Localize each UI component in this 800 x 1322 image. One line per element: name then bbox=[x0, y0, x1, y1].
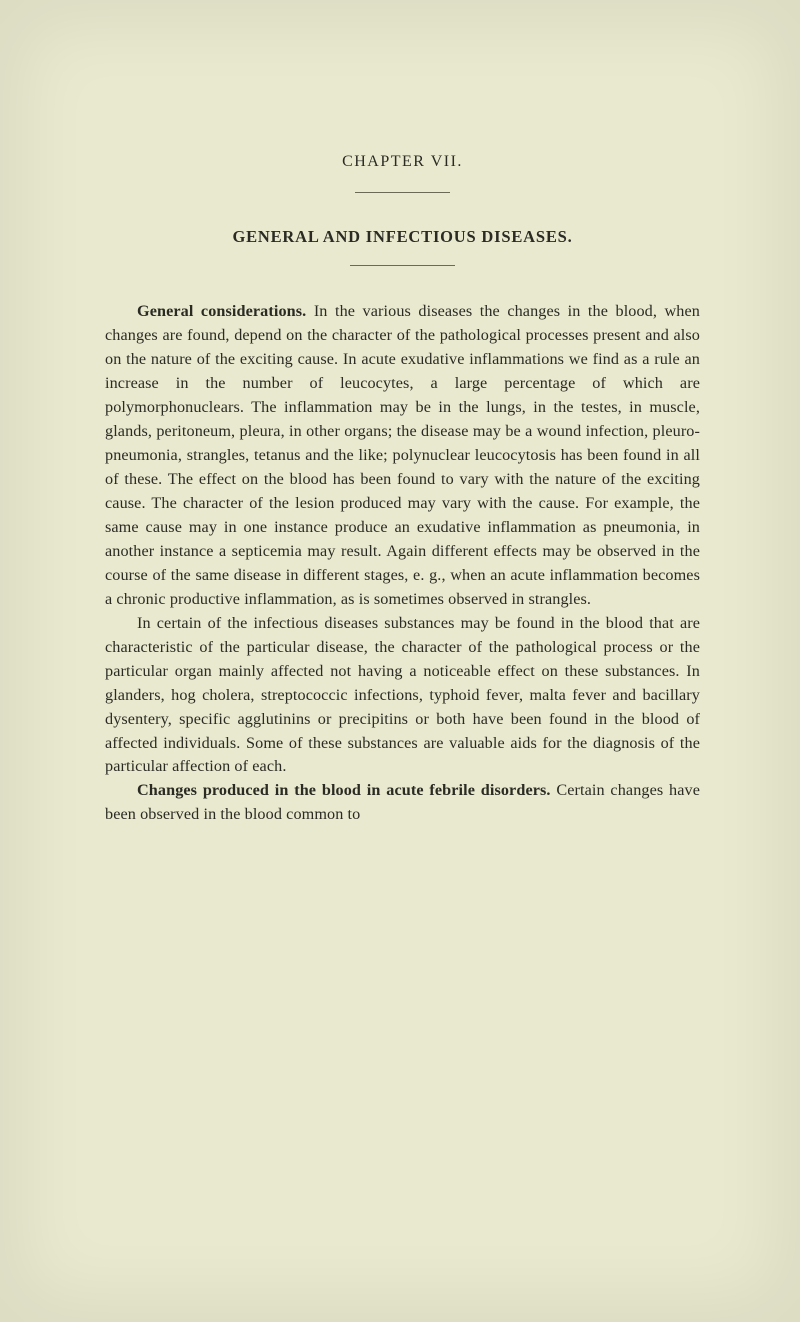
paragraph-3-lead: Changes produced in the blood in acute f… bbox=[137, 781, 551, 799]
paragraph-2-body: In certain of the infectious diseases su… bbox=[105, 614, 700, 776]
paragraph-3: Changes produced in the blood in acute f… bbox=[105, 779, 700, 827]
rule-under-chapter bbox=[355, 192, 450, 193]
paragraph-2: In certain of the infectious diseases su… bbox=[105, 612, 700, 780]
section-title: GENERAL AND INFECTIOUS DISEASES. bbox=[105, 225, 700, 249]
paragraph-1-lead: General considerations. bbox=[137, 302, 306, 320]
paragraph-1-body: In the various diseases the changes in t… bbox=[105, 302, 700, 608]
page-content: CHAPTER VII. GENERAL AND INFECTIOUS DISE… bbox=[105, 150, 700, 827]
paragraph-1: General considerations. In the various d… bbox=[105, 300, 700, 612]
rule-under-title bbox=[350, 265, 455, 266]
chapter-label: CHAPTER VII. bbox=[105, 150, 700, 174]
